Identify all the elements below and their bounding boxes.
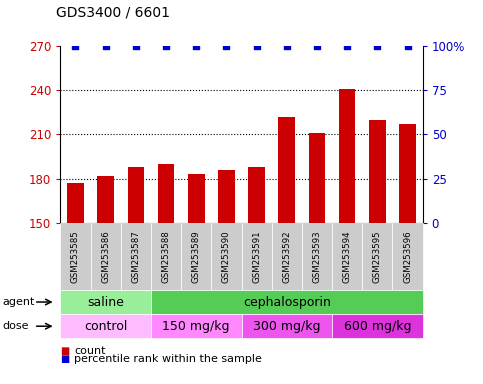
Point [71,43,79,49]
Bar [128,167,144,223]
Text: GSM253594: GSM253594 [342,230,352,283]
Bar [67,183,84,223]
Point [132,43,140,49]
Text: dose: dose [2,321,29,331]
Bar [188,174,204,223]
Text: ■: ■ [60,346,70,356]
Bar [339,89,355,223]
Point [102,43,110,49]
Text: 150 mg/kg: 150 mg/kg [162,320,230,333]
Point [192,43,200,49]
Text: GSM253592: GSM253592 [282,230,291,283]
Text: GSM253593: GSM253593 [313,230,322,283]
Text: GSM253596: GSM253596 [403,230,412,283]
Bar [158,164,174,223]
Point [162,43,170,49]
Bar [399,124,416,223]
Point [253,43,260,49]
Text: GSM253590: GSM253590 [222,230,231,283]
Bar [369,120,385,223]
Text: GSM253588: GSM253588 [161,230,170,283]
Text: GSM253591: GSM253591 [252,230,261,283]
Text: control: control [84,320,128,333]
Bar [218,170,235,223]
Text: 600 mg/kg: 600 mg/kg [343,320,411,333]
Text: GSM253586: GSM253586 [101,230,110,283]
Text: 300 mg/kg: 300 mg/kg [253,320,321,333]
Point [283,43,291,49]
Text: GSM253595: GSM253595 [373,230,382,283]
Text: ■: ■ [60,354,70,364]
Text: GSM253585: GSM253585 [71,230,80,283]
Bar [309,133,325,223]
Text: GDS3400 / 6601: GDS3400 / 6601 [56,5,170,19]
Point [404,43,412,49]
Text: cephalosporin: cephalosporin [243,296,331,308]
Text: count: count [74,346,105,356]
Bar [248,167,265,223]
Text: GSM253589: GSM253589 [192,230,201,283]
Text: percentile rank within the sample: percentile rank within the sample [74,354,262,364]
Bar [279,117,295,223]
Text: saline: saline [87,296,124,308]
Point [343,43,351,49]
Text: GSM253587: GSM253587 [131,230,141,283]
Text: agent: agent [2,297,35,307]
Point [223,43,230,49]
Point [373,43,381,49]
Bar [98,175,114,223]
Point [313,43,321,49]
